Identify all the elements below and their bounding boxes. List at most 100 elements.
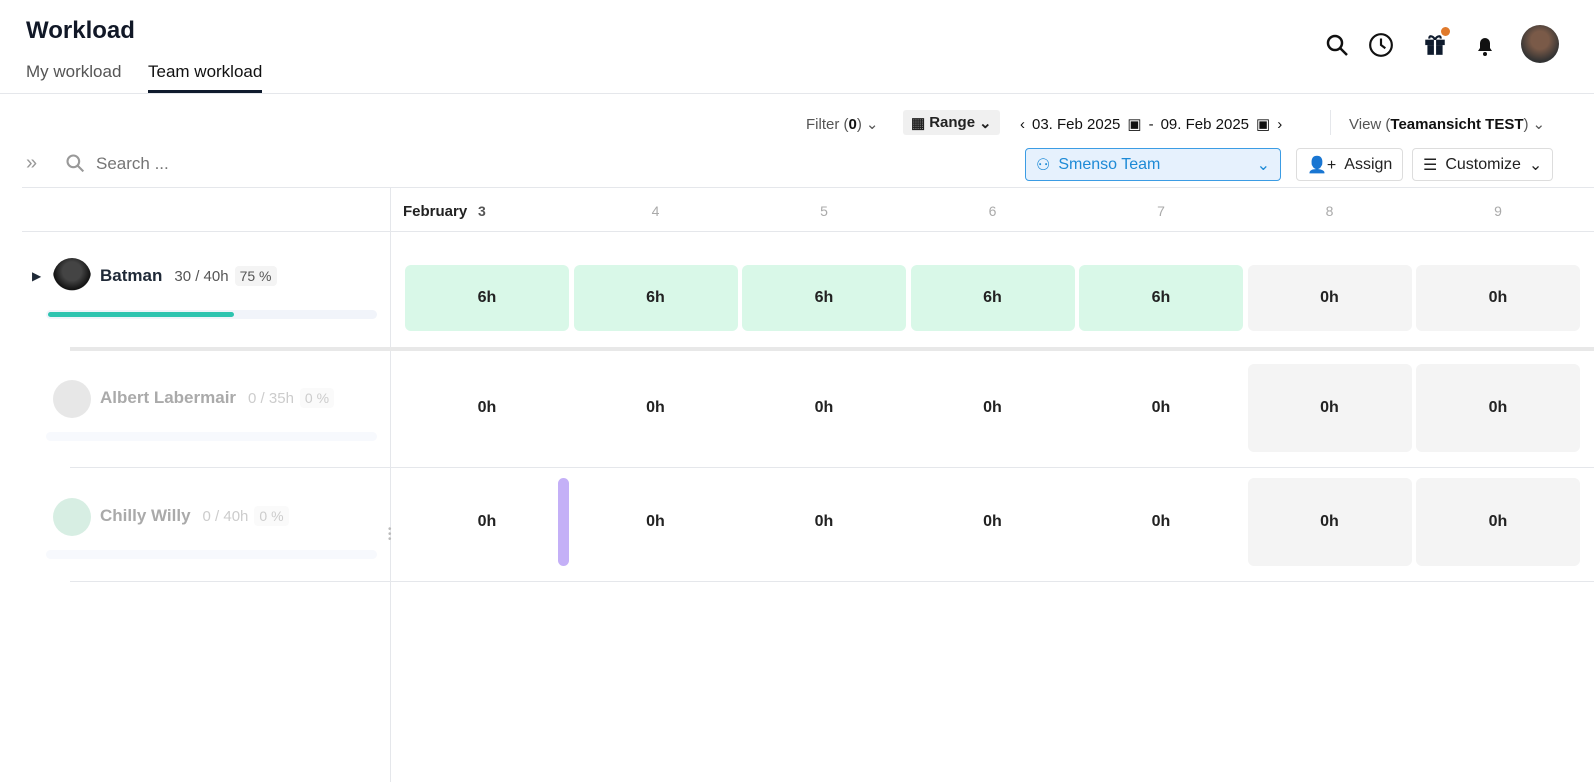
- filter-label: Filter (: [806, 115, 849, 133]
- person-hours: 0 / 35h: [248, 389, 294, 407]
- row-divider: [70, 581, 1594, 582]
- workload-cell[interactable]: 0h: [1416, 265, 1580, 331]
- workload-cell[interactable]: 0h: [814, 399, 834, 416]
- row-divider: [70, 467, 1594, 468]
- date-range: ‹ 03. Feb 2025 ▣ -09. Feb 2025 ▣ ›: [1020, 112, 1282, 136]
- calendar-icon[interactable]: ▣: [1127, 116, 1142, 133]
- filter-paren: ): [856, 115, 862, 133]
- person-row-label: Chilly Willy 0 / 40h 0 %: [100, 506, 289, 526]
- team-label: Smenso Team: [1058, 155, 1161, 173]
- chevron-down-icon: ⌄: [865, 116, 879, 133]
- day-header: 7: [1157, 203, 1165, 219]
- person-avatar: [53, 258, 91, 296]
- search-input[interactable]: [96, 152, 346, 176]
- person-avatar: [53, 498, 91, 536]
- expand-panel-icon[interactable]: »: [26, 152, 38, 174]
- workload-cell[interactable]: 0h: [814, 513, 834, 530]
- date-from[interactable]: 03. Feb 2025: [1032, 115, 1121, 133]
- sliders-icon: ☰: [1423, 156, 1438, 174]
- day-header: 8: [1325, 203, 1334, 219]
- chevron-down-icon: ⌄: [1532, 116, 1546, 133]
- person-name[interactable]: Chilly Willy: [100, 506, 191, 525]
- date-to[interactable]: 09. Feb 2025: [1160, 115, 1249, 133]
- view-selector[interactable]: View (Teamansicht TEST) ⌄: [1349, 112, 1545, 136]
- workload-cell[interactable]: 0h: [983, 513, 1002, 530]
- workload-cell[interactable]: 0h: [1151, 399, 1171, 416]
- person-hours: 0 / 40h: [202, 507, 249, 525]
- toolbar-divider: [1330, 110, 1331, 135]
- workload-cell[interactable]: 0h: [646, 513, 665, 530]
- page-title: Workload: [26, 17, 135, 44]
- workload-cell[interactable]: 6h: [910, 265, 1075, 331]
- workload-cell[interactable]: 6h: [1079, 265, 1243, 331]
- capacity-bar: [46, 310, 377, 319]
- day-header: 9: [1494, 203, 1502, 219]
- team-selector[interactable]: ⚇ Smenso Team ⌄: [1025, 148, 1281, 181]
- workload-cell[interactable]: 6h: [405, 265, 569, 331]
- capacity-bar: [46, 550, 377, 559]
- filter-button[interactable]: Filter (0) ⌄: [806, 112, 878, 136]
- person-hours: 30 / 40h: [174, 267, 229, 285]
- workload-cell[interactable]: 0h: [1151, 513, 1171, 530]
- range-label: Range: [929, 114, 976, 131]
- workload-cell[interactable]: 0h: [1416, 478, 1580, 566]
- team-icon: ⚇: [1036, 156, 1051, 174]
- month-label: February: [403, 203, 468, 220]
- range-button[interactable]: ▦ Range ⌄: [903, 110, 1000, 135]
- workload-cell[interactable]: 6h: [742, 265, 906, 331]
- next-week-icon[interactable]: ›: [1277, 115, 1283, 133]
- customize-label: Customize: [1445, 155, 1521, 173]
- view-label: View (: [1349, 115, 1391, 133]
- date-separator: -: [1148, 115, 1154, 133]
- grid-header-line: [22, 231, 1594, 232]
- workload-cell[interactable]: 0h: [983, 399, 1002, 416]
- capacity-fill: [48, 312, 235, 317]
- chevron-down-icon: ⌄: [979, 114, 992, 132]
- person-row-label: Albert Labermair 0 / 35h 0 %: [100, 388, 335, 408]
- person-row-label: Batman 30 / 40h 75 %: [100, 266, 277, 286]
- capacity-bar: [46, 432, 377, 441]
- workload-cell[interactable]: 0h: [646, 399, 665, 416]
- row-divider: [70, 347, 1594, 351]
- assign-label: Assign: [1344, 155, 1393, 173]
- chevron-down-icon: ⌄: [1256, 156, 1270, 174]
- person-percent: 0 %: [299, 388, 335, 408]
- person-avatar: [53, 380, 91, 418]
- today-marker: [558, 478, 569, 566]
- header-divider: [0, 93, 1594, 94]
- resize-handle[interactable]: • • •: [388, 524, 392, 545]
- day-header: 5: [820, 203, 828, 219]
- user-avatar[interactable]: [1521, 25, 1559, 63]
- search-icon: [64, 152, 86, 174]
- expand-row-icon[interactable]: ▶: [32, 269, 42, 283]
- view-name: Teamansicht TEST: [1390, 115, 1524, 133]
- customize-button[interactable]: ☰ Customize ⌄: [1412, 148, 1554, 181]
- calendar-icon[interactable]: ▣: [1256, 116, 1271, 133]
- workload-cell[interactable]: 0h: [477, 399, 497, 416]
- assign-button[interactable]: 👤+ Assign: [1296, 148, 1404, 181]
- workload-cell[interactable]: 0h: [1416, 364, 1580, 452]
- person-name[interactable]: Batman: [100, 266, 163, 285]
- prev-week-icon[interactable]: ‹: [1020, 115, 1025, 133]
- clock-icon[interactable]: [1366, 30, 1396, 60]
- day-header: 3: [478, 203, 486, 219]
- calendar-icon: ▦: [911, 114, 926, 132]
- workload-cell[interactable]: 0h: [1247, 478, 1412, 566]
- notification-dot: [1441, 27, 1450, 36]
- person-percent: 75 %: [234, 266, 277, 286]
- panel-divider: [390, 188, 391, 782]
- bell-icon[interactable]: [1471, 30, 1499, 60]
- workload-cell[interactable]: 0h: [1247, 265, 1412, 331]
- filter-count: 0: [848, 115, 857, 133]
- add-user-icon: 👤+: [1307, 156, 1337, 174]
- workload-cell[interactable]: 0h: [1247, 364, 1412, 452]
- workload-cell[interactable]: 0h: [477, 513, 497, 530]
- person-name[interactable]: Albert Labermair: [100, 388, 237, 407]
- tab-team-workload[interactable]: Team workload: [148, 62, 263, 93]
- grid-top-line: [22, 187, 1594, 188]
- gift-icon[interactable]: [1420, 27, 1450, 59]
- search-icon[interactable]: [1323, 31, 1351, 59]
- workload-cell[interactable]: 6h: [573, 265, 738, 331]
- view-paren: ): [1523, 115, 1529, 133]
- tab-my-workload[interactable]: My workload: [26, 62, 122, 81]
